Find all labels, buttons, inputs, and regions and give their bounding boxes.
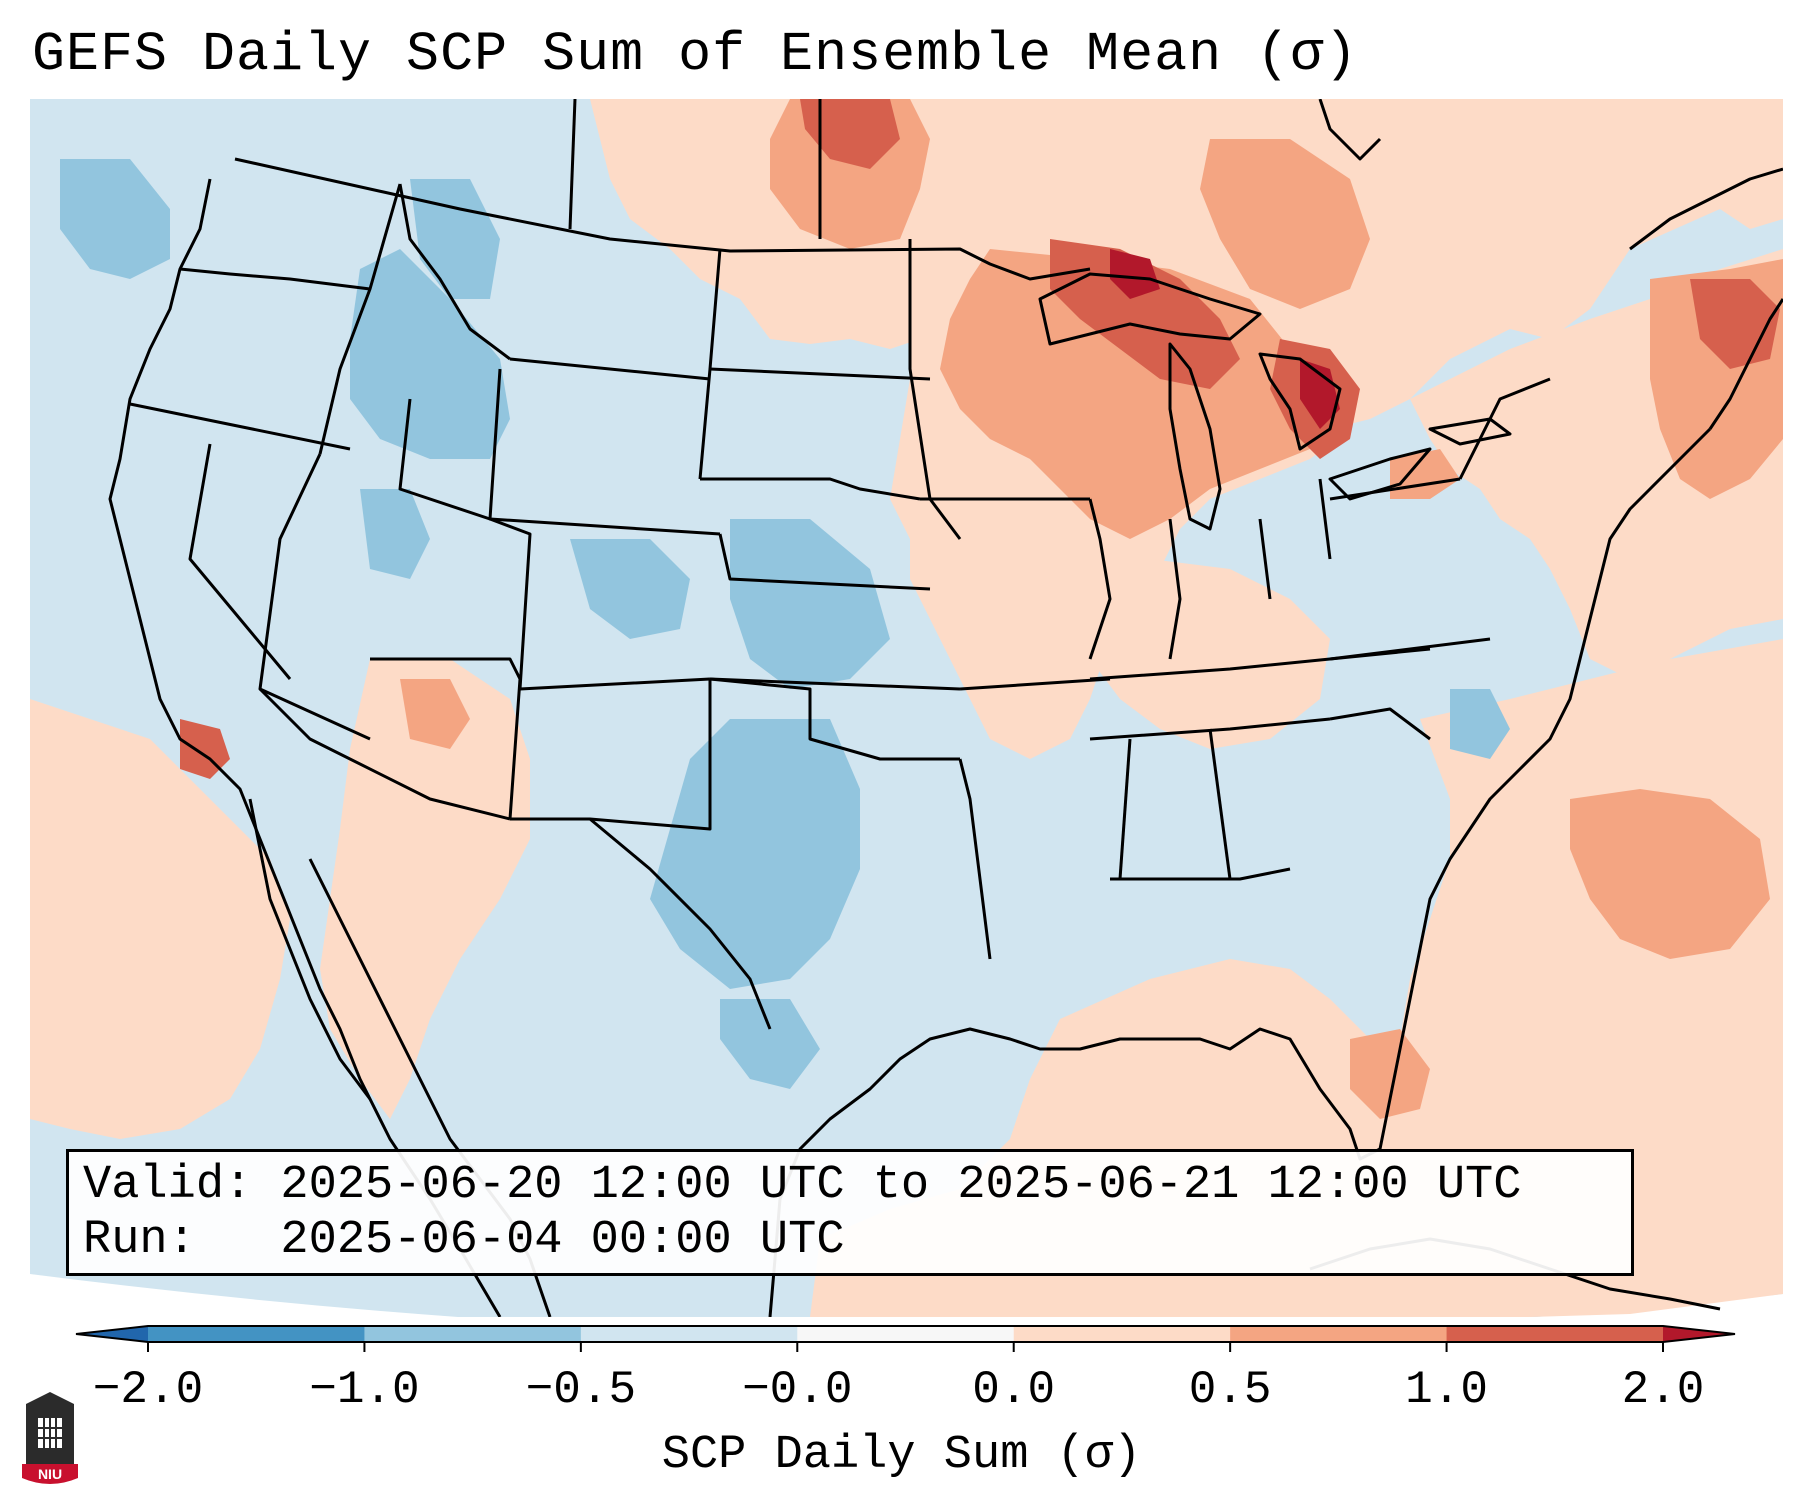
colorbar-bin	[580, 1326, 798, 1342]
colorbar-under-arrow	[76, 1326, 148, 1342]
colorbar-bin	[1013, 1326, 1231, 1342]
border-ut-az	[258, 453, 371, 741]
colorbar	[75, 1325, 1736, 1352]
colorbar-tick-label: 0.5	[1188, 1364, 1272, 1416]
border-tx-mexico	[589, 817, 772, 1030]
border-idaho-east	[318, 183, 402, 455]
colorbar-bin	[364, 1326, 582, 1342]
region-arizona-moderate	[400, 679, 470, 749]
region-great-lakes-moderate	[940, 249, 1330, 539]
region-pacific-positive	[30, 699, 290, 1139]
colorbar-tick-label: −1.0	[309, 1364, 420, 1416]
colorbar-tick-label: −0.5	[525, 1364, 637, 1416]
lake-huron	[1258, 352, 1342, 451]
colorbar-bin	[148, 1326, 365, 1342]
state-boundaries	[129, 99, 1551, 1030]
validity-info-box: Valid: 2025-06-20 12:00 UTC to 2025-06-2…	[66, 1149, 1634, 1276]
border-mt-wy	[509, 357, 711, 381]
border-ga-fl	[1110, 867, 1291, 881]
region-south-texas-negative	[720, 999, 820, 1089]
great-lakes	[1038, 272, 1512, 531]
border-nc-sc	[1329, 707, 1431, 741]
border-sd-ne	[700, 477, 921, 501]
border-ne-ks	[718, 533, 931, 591]
border-az-mexico	[258, 687, 511, 821]
border-in-oh	[1258, 518, 1272, 600]
border-dakota-west	[698, 248, 722, 480]
colorbar-over-arrow	[1663, 1326, 1735, 1342]
border-ks-ok	[709, 677, 961, 691]
colorbar-label: SCP Daily Sum (σ)	[661, 1429, 1142, 1482]
northeast-coast	[1708, 298, 1783, 430]
region-la-strong	[180, 719, 230, 779]
colorbar-tick-label: −0.0	[742, 1364, 853, 1416]
border-ny-ne	[1458, 377, 1551, 480]
baja-coast	[248, 798, 372, 1100]
colorbar-ticks	[147, 1342, 1664, 1352]
border-tn-ms	[1089, 717, 1331, 741]
niu-logo-icon: NIU	[22, 1392, 78, 1484]
border-nv-ca	[188, 443, 292, 680]
region-florida-moderate	[1350, 1029, 1430, 1119]
border-al-ga	[1208, 728, 1232, 880]
map	[30, 99, 1783, 1317]
border-oh-pa	[1318, 478, 1332, 560]
region-colorado-negative	[570, 539, 690, 639]
logo-text: NIU	[38, 1466, 62, 1482]
colorbar-bin	[797, 1326, 1015, 1342]
border-mt-dakota	[568, 99, 577, 230]
border-nd-sd	[709, 367, 931, 381]
canada-border	[234, 157, 1091, 281]
region-north-carolina-negative	[1450, 689, 1510, 759]
border-pa-ny	[1329, 477, 1461, 501]
colorbar-bin	[1230, 1326, 1448, 1342]
border-wa-or	[179, 267, 371, 291]
border-mn-east	[908, 239, 962, 540]
border-wy-ut	[398, 398, 491, 521]
border-mo-ar	[959, 677, 1111, 691]
border-or-ca	[129, 402, 351, 451]
region-superior-extreme	[1110, 249, 1160, 299]
border-idaho-mt	[398, 183, 511, 361]
colorbar-tick-label: 2.0	[1621, 1364, 1705, 1416]
region-atlantic-moderate	[1570, 789, 1770, 959]
colorbar-tick-label: −2.0	[92, 1364, 204, 1416]
hudson-bay-shore	[1318, 99, 1382, 161]
colorbar-bin	[1446, 1326, 1664, 1342]
colorbar-tick-label: 1.0	[1405, 1364, 1488, 1416]
border-co-nm	[489, 517, 711, 691]
border-az-nm	[370, 657, 522, 820]
region-michigan-extreme	[1300, 359, 1340, 429]
map-panel	[30, 99, 1783, 1317]
border-nm-tx	[510, 679, 712, 831]
region-southwest-positive	[320, 659, 530, 1119]
extreme-positive-regions	[1110, 249, 1340, 429]
chart-title: GEFS Daily SCP Sum of Ensemble Mean (σ)	[32, 23, 1359, 86]
pacific-coastline	[108, 178, 502, 1317]
lake-superior	[1038, 272, 1262, 346]
colorbar-bins	[75, 1325, 1736, 1343]
border-ok-tx	[709, 677, 960, 761]
border-tx-la	[958, 758, 992, 960]
border-ms-al	[1118, 738, 1132, 880]
region-washington-negative	[60, 159, 170, 279]
nova-scotia-coast	[1629, 167, 1783, 251]
border-il-in	[1168, 518, 1182, 660]
border-va-nc	[1329, 637, 1491, 661]
region-kansas-negative	[730, 519, 890, 689]
region-utah-negative	[360, 489, 430, 579]
run-time-text: Run: 2025-06-04 00:00 UTC	[83, 1214, 845, 1267]
colorbar-tick-label: 0.0	[972, 1364, 1056, 1416]
region-idaho-negative	[350, 249, 510, 459]
region-midwest-positive-2	[1070, 559, 1330, 749]
region-upper-michigan-strong	[1050, 239, 1240, 389]
lake-ontario	[1428, 417, 1512, 446]
lake-michigan	[1168, 342, 1222, 531]
region-north-dakota-strong	[800, 99, 900, 169]
valid-time-text: Valid: 2025-06-20 12:00 UTC to 2025-06-2…	[83, 1159, 1522, 1212]
border-mo-il	[1088, 498, 1112, 660]
region-quebec-moderate	[1200, 139, 1370, 309]
